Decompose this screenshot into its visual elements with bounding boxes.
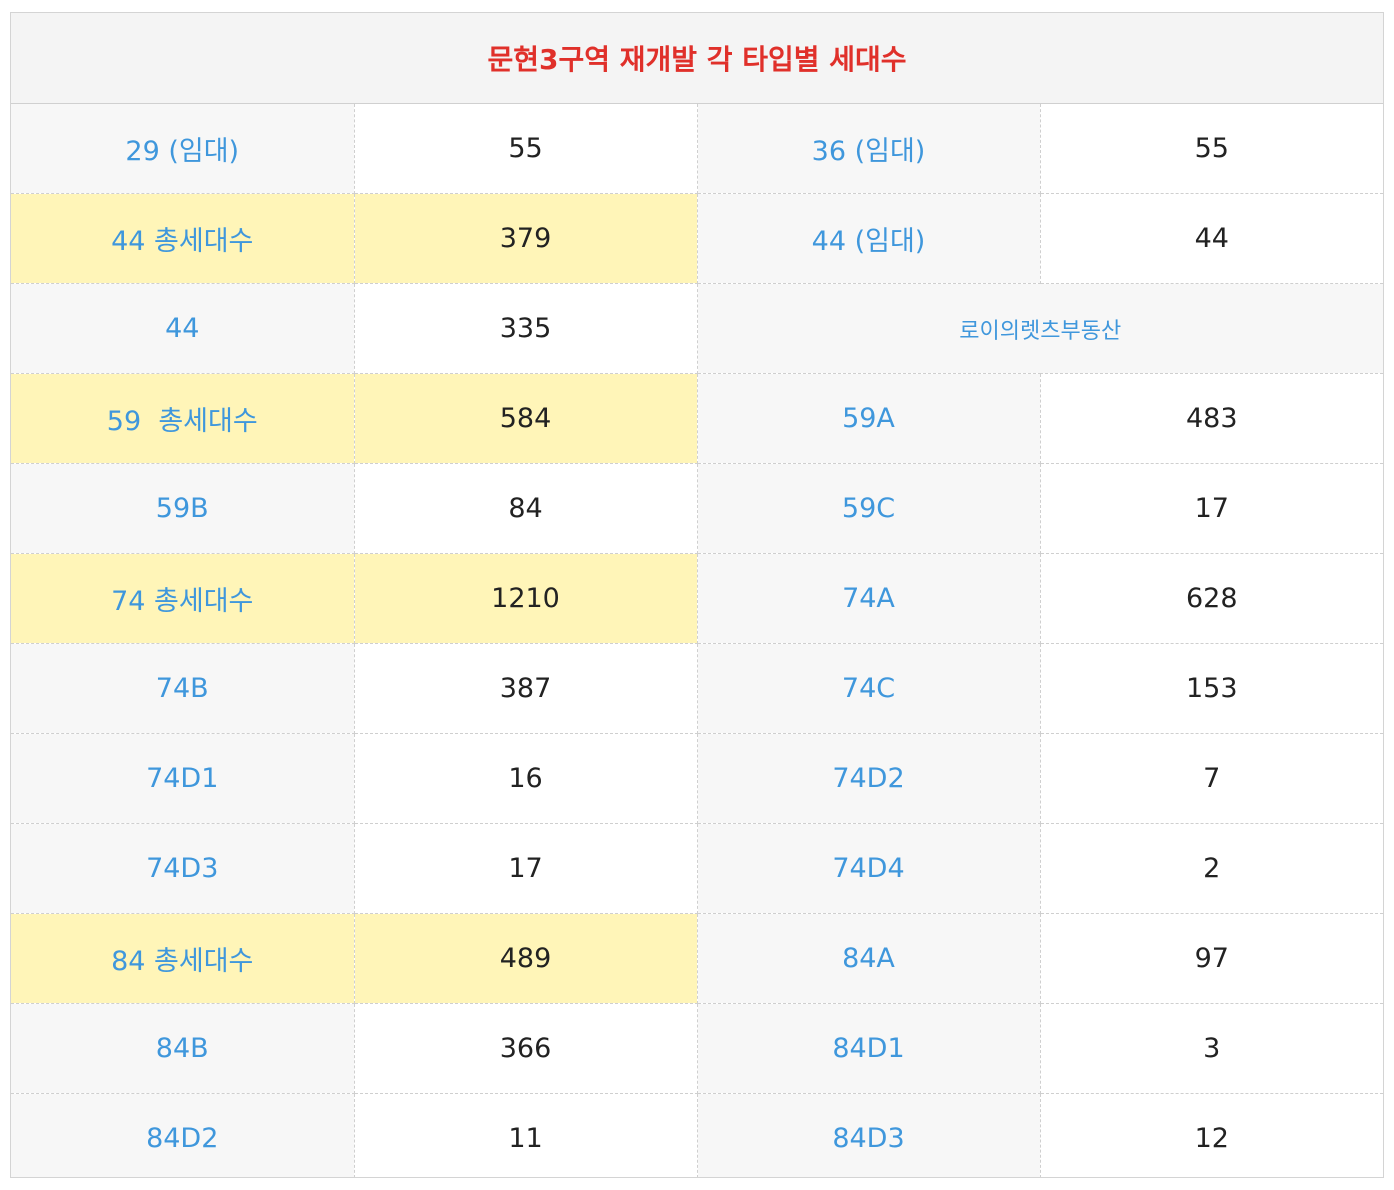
table-row: 59 총세대수 584 59A 483 [11, 373, 1383, 464]
unit-count: 3 [1039, 1003, 1383, 1094]
table-row: 44 총세대수 379 44 (임대) 44 [11, 193, 1383, 284]
type-total-count: 584 [353, 373, 698, 464]
type-label: 74A [696, 553, 1041, 644]
unit-count-table-container: 문현3구역 재개발 각 타입별 세대수 29 (임대) 55 36 (임대) 5… [10, 12, 1384, 1178]
unit-count: 11 [353, 1093, 698, 1177]
type-total-count: 1210 [353, 553, 698, 644]
unit-count: 366 [353, 1003, 698, 1094]
unit-count: 483 [1039, 373, 1383, 464]
watermark-text: 로이의렛츠부동산 [696, 283, 1383, 374]
unit-count: 12 [1039, 1093, 1383, 1177]
type-label: 84D3 [696, 1093, 1041, 1177]
type-label: 74C [696, 643, 1041, 734]
table-title-row: 문현3구역 재개발 각 타입별 세대수 [11, 13, 1383, 104]
type-label: 74D2 [696, 733, 1041, 824]
unit-count: 84 [353, 463, 698, 554]
unit-count: 17 [1039, 463, 1383, 554]
type-label: 59B [11, 463, 355, 554]
type-label: 36 (임대) [696, 103, 1041, 194]
type-label: 59A [696, 373, 1041, 464]
type-total-label: 59 총세대수 [11, 373, 355, 464]
type-total-label: 44 총세대수 [11, 193, 355, 284]
table-row: 74 총세대수 1210 74A 628 [11, 553, 1383, 644]
unit-count: 55 [353, 103, 698, 194]
type-total-count: 379 [353, 193, 698, 284]
unit-count: 97 [1039, 913, 1383, 1004]
unit-count: 387 [353, 643, 698, 734]
table-row: 84 총세대수 489 84A 97 [11, 913, 1383, 1004]
table-row: 44 335 로이의렛츠부동산 [11, 283, 1383, 374]
unit-count: 17 [353, 823, 698, 914]
table-row: 74B 387 74C 153 [11, 643, 1383, 734]
table-row: 74D1 16 74D2 7 [11, 733, 1383, 824]
unit-count: 16 [353, 733, 698, 824]
type-total-count: 489 [353, 913, 698, 1004]
unit-count: 335 [353, 283, 698, 374]
type-label: 44 [11, 283, 355, 374]
type-label: 84D1 [696, 1003, 1041, 1094]
unit-count: 55 [1039, 103, 1383, 194]
type-total-label: 74 총세대수 [11, 553, 355, 644]
type-label: 44 (임대) [696, 193, 1041, 284]
table-title: 문현3구역 재개발 각 타입별 세대수 [11, 13, 1383, 104]
type-label: 84D2 [11, 1093, 355, 1177]
unit-count-table: 문현3구역 재개발 각 타입별 세대수 29 (임대) 55 36 (임대) 5… [11, 13, 1383, 1177]
type-label: 74B [11, 643, 355, 734]
unit-count: 628 [1039, 553, 1383, 644]
type-label: 84B [11, 1003, 355, 1094]
table-row: 84D2 11 84D3 12 [11, 1093, 1383, 1177]
unit-count: 2 [1039, 823, 1383, 914]
type-total-label: 84 총세대수 [11, 913, 355, 1004]
type-label: 29 (임대) [11, 103, 355, 194]
unit-count: 44 [1039, 193, 1383, 284]
table-row: 59B 84 59C 17 [11, 463, 1383, 554]
type-label: 74D1 [11, 733, 355, 824]
type-label: 59C [696, 463, 1041, 554]
table-row: 84B 366 84D1 3 [11, 1003, 1383, 1094]
table-row: 29 (임대) 55 36 (임대) 55 [11, 103, 1383, 194]
type-label: 74D3 [11, 823, 355, 914]
type-label: 84A [696, 913, 1041, 1004]
table-row: 74D3 17 74D4 2 [11, 823, 1383, 914]
unit-count: 7 [1039, 733, 1383, 824]
unit-count: 153 [1039, 643, 1383, 734]
type-label: 74D4 [696, 823, 1041, 914]
